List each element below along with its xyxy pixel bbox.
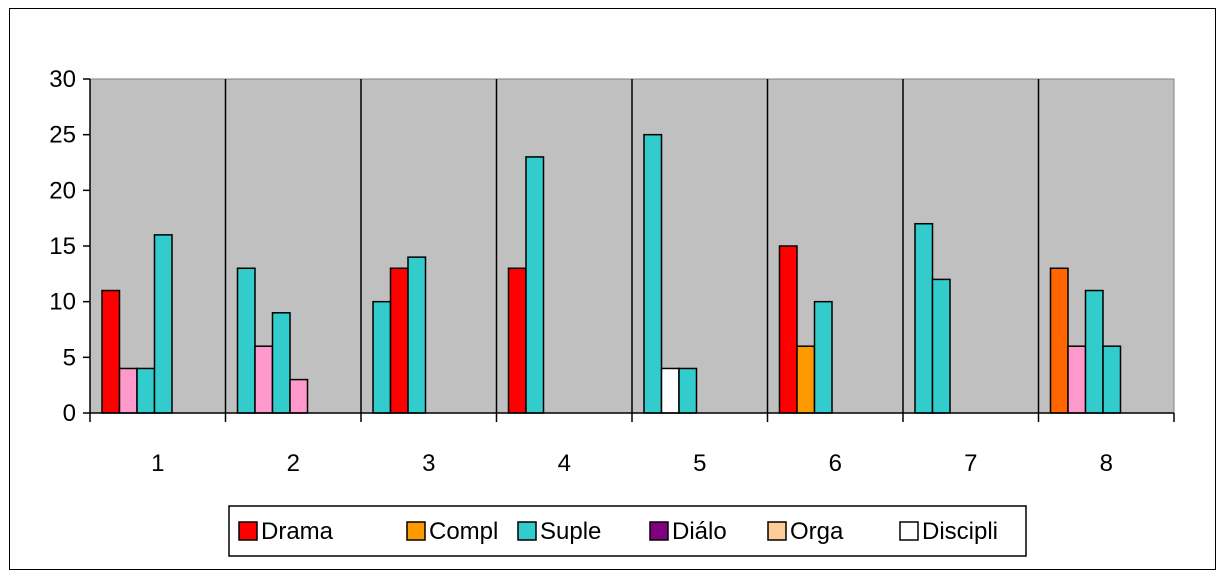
x-tick-label: 6 — [829, 450, 842, 477]
y-tick-label: 30 — [49, 66, 76, 93]
y-tick-label: 25 — [49, 122, 76, 149]
legend-swatch-6 — [899, 521, 919, 541]
bar-6-2 — [796, 345, 816, 414]
legend-label-5: Orga — [790, 518, 844, 545]
bar-8-2 — [1067, 345, 1087, 414]
bar-6-1 — [778, 245, 798, 414]
bar-8-1 — [1049, 267, 1069, 414]
bar-8-4 — [1102, 345, 1122, 414]
legend-label-6: Discipli — [922, 518, 998, 545]
bar-6-3 — [813, 300, 833, 414]
y-tick-label: 15 — [49, 233, 76, 260]
x-tick-label: 5 — [693, 450, 706, 477]
bar-2-2 — [254, 345, 274, 414]
legend — [228, 505, 1027, 557]
x-tick-label: 8 — [1100, 450, 1113, 477]
bar-4-2 — [525, 156, 545, 414]
bar-7-1 — [914, 222, 934, 414]
y-tick-label: 0 — [63, 400, 76, 427]
bar-3-2 — [389, 267, 409, 414]
x-tick-label: 2 — [287, 450, 300, 477]
legend-label-4: Diálo — [672, 518, 727, 545]
legend-swatch-1 — [238, 521, 258, 541]
bar-4-1 — [507, 267, 527, 414]
bar-2-3 — [271, 312, 291, 414]
x-tick-label: 4 — [558, 450, 571, 477]
bar-5-2 — [660, 367, 680, 414]
x-tick-label: 1 — [151, 450, 164, 477]
y-tick-label: 10 — [49, 289, 76, 316]
legend-swatch-5 — [767, 521, 787, 541]
legend-swatch-2 — [406, 521, 426, 541]
y-tick-label: 5 — [63, 344, 76, 371]
bar-1-2 — [118, 367, 138, 414]
x-tick-label: 7 — [964, 450, 977, 477]
bar-2-1 — [236, 267, 256, 414]
legend-label-1: Drama — [261, 518, 334, 545]
legend-label-3: Suple — [540, 518, 601, 545]
bar-7-2 — [931, 278, 951, 414]
bar-1-3 — [136, 367, 156, 414]
y-tick-label: 20 — [49, 177, 76, 204]
bar-3-1 — [372, 300, 392, 414]
bar-1-1 — [101, 289, 121, 414]
legend-swatch-4 — [649, 521, 669, 541]
bar-3-3 — [407, 256, 427, 414]
bar-1-4 — [153, 234, 173, 414]
bar-8-3 — [1084, 289, 1104, 414]
legend-swatch-3 — [517, 521, 537, 541]
bar-2-4 — [289, 378, 309, 414]
legend-label-2: Compl — [429, 518, 498, 545]
x-tick-label: 3 — [422, 450, 435, 477]
bar-5-3 — [678, 367, 698, 414]
bar-5-1 — [643, 133, 663, 414]
